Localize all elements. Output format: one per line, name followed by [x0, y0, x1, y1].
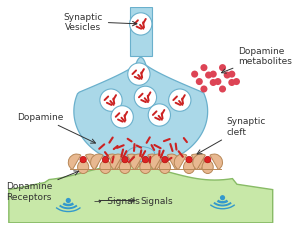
Wedge shape — [91, 154, 103, 170]
Text: Dopamine: Dopamine — [17, 113, 95, 143]
Wedge shape — [68, 154, 81, 170]
Circle shape — [111, 106, 133, 128]
Circle shape — [219, 86, 226, 93]
Polygon shape — [9, 165, 273, 223]
Circle shape — [128, 64, 150, 86]
Circle shape — [66, 198, 71, 203]
Circle shape — [214, 79, 221, 86]
Circle shape — [162, 157, 168, 163]
Ellipse shape — [140, 161, 151, 174]
Circle shape — [191, 71, 198, 78]
Polygon shape — [83, 152, 198, 163]
Circle shape — [228, 71, 236, 78]
Circle shape — [224, 72, 231, 79]
Circle shape — [210, 71, 217, 78]
Circle shape — [219, 65, 226, 72]
Wedge shape — [108, 154, 120, 170]
Circle shape — [205, 72, 212, 79]
Circle shape — [228, 80, 236, 87]
Wedge shape — [174, 154, 187, 170]
Ellipse shape — [127, 147, 155, 162]
Ellipse shape — [100, 161, 111, 174]
Circle shape — [233, 79, 240, 86]
Text: Synaptic
Vesicles: Synaptic Vesicles — [64, 13, 137, 32]
Circle shape — [186, 157, 192, 163]
Circle shape — [210, 80, 217, 87]
Circle shape — [148, 104, 170, 127]
Circle shape — [100, 90, 122, 112]
Wedge shape — [191, 154, 204, 170]
Circle shape — [200, 86, 208, 93]
Circle shape — [130, 14, 152, 36]
Wedge shape — [85, 154, 98, 170]
Polygon shape — [74, 58, 208, 165]
Circle shape — [200, 65, 208, 72]
Wedge shape — [130, 154, 143, 170]
Wedge shape — [210, 154, 223, 170]
Circle shape — [102, 157, 109, 163]
Circle shape — [134, 87, 157, 109]
Wedge shape — [167, 154, 180, 170]
Text: Dopamine
Receptors: Dopamine Receptors — [6, 171, 79, 201]
Circle shape — [220, 195, 225, 201]
Ellipse shape — [184, 161, 195, 174]
Wedge shape — [193, 154, 205, 170]
Wedge shape — [127, 154, 140, 170]
Text: Dopamine
metabolites: Dopamine metabolites — [221, 47, 292, 74]
Wedge shape — [150, 154, 163, 170]
Circle shape — [80, 157, 86, 163]
Circle shape — [169, 90, 191, 112]
Wedge shape — [148, 154, 160, 170]
Text: Signals: Signals — [141, 196, 173, 205]
Circle shape — [142, 157, 149, 163]
Circle shape — [122, 157, 128, 163]
Ellipse shape — [202, 161, 213, 174]
Text: Synaptic
cleft: Synaptic cleft — [197, 117, 266, 154]
Text: →  Signals: → Signals — [94, 196, 140, 205]
Ellipse shape — [78, 161, 89, 174]
Ellipse shape — [159, 161, 170, 174]
Circle shape — [204, 157, 211, 163]
Circle shape — [196, 79, 203, 86]
Polygon shape — [130, 8, 152, 56]
Ellipse shape — [119, 161, 130, 174]
Wedge shape — [110, 154, 123, 170]
